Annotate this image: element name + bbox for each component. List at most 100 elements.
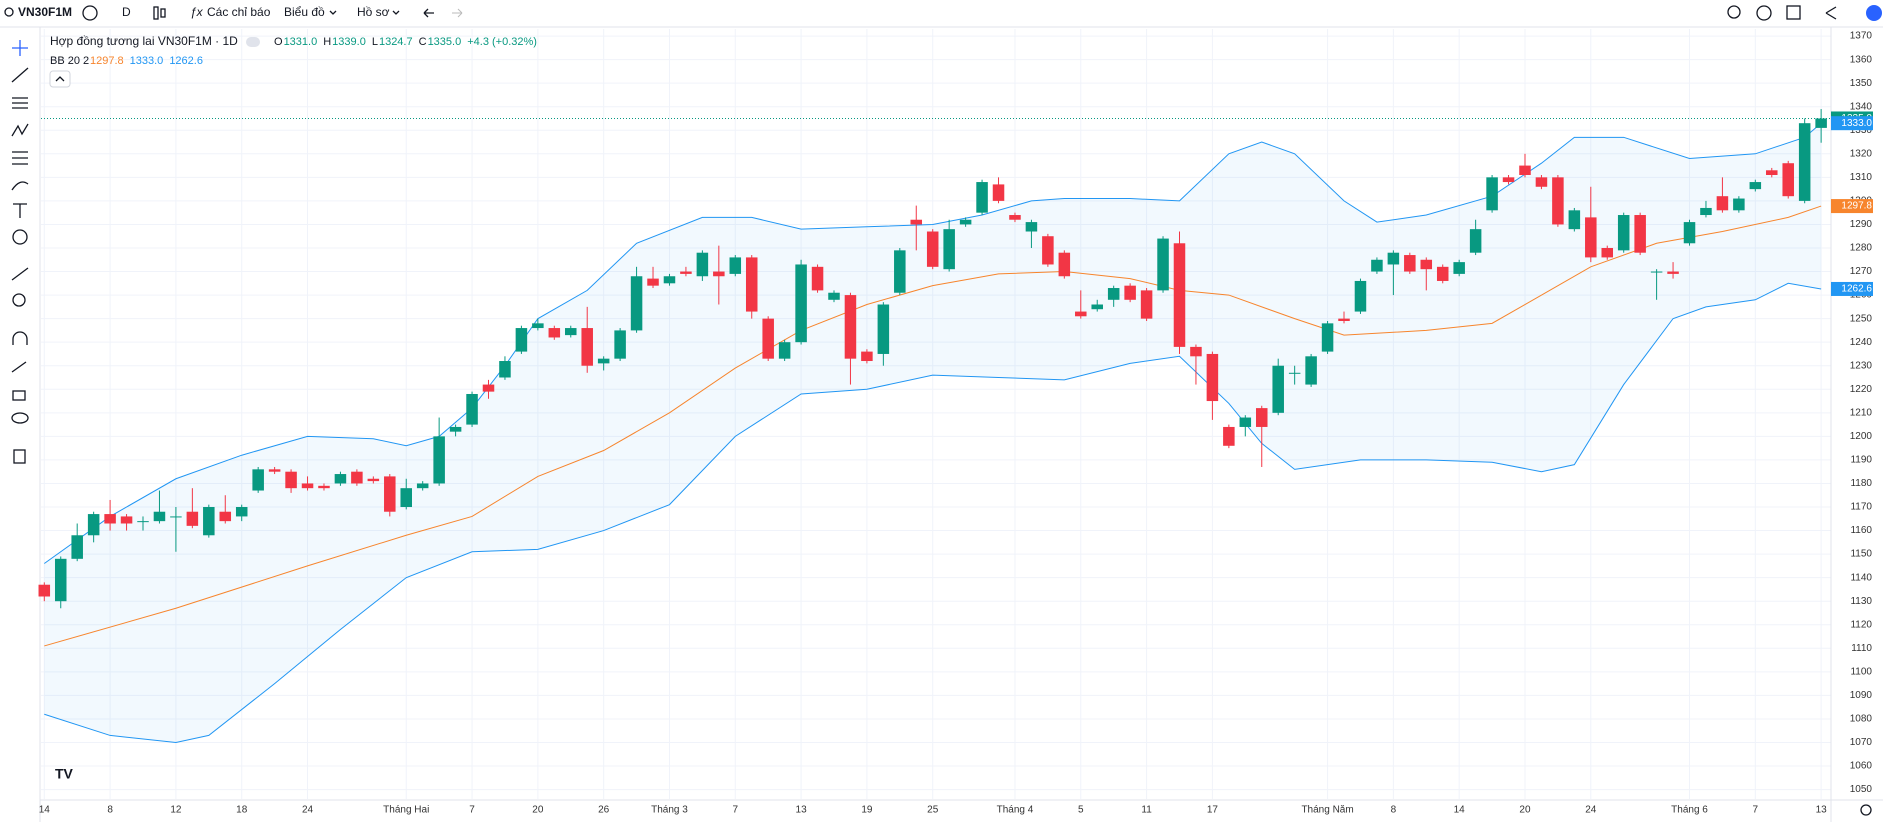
x-tick-label: 13 [1816,805,1828,816]
y-tick-label: 1310 [1850,172,1873,183]
candle-body [778,342,791,359]
candle-body [1404,255,1416,272]
hide-tool[interactable] [11,412,29,424]
ohlc-change: +4.3 (+0.32%) [467,36,537,48]
x-tick-label: 24 [302,805,314,816]
candle-body [877,304,890,354]
y-tick-label: 1140 [1850,572,1872,583]
text-tool[interactable] [13,203,27,218]
fib-tool[interactable] [12,97,28,109]
x-tick-label: 17 [1207,805,1219,816]
x-tick-label: Tháng 4 [997,805,1034,816]
y-tick-label: 1090 [1850,690,1873,701]
candle-body [1502,177,1515,183]
candle-body [1272,365,1284,413]
candle-body [1140,290,1153,319]
emoji-tool[interactable] [12,229,28,245]
x-tick-label: 12 [170,805,182,816]
x-tick-label: Tháng Hai [383,805,429,816]
y-tick-label: 1070 [1850,737,1873,748]
y-tick-label: 1270 [1850,266,1873,277]
candle-body [1733,198,1745,211]
candle-body [170,516,182,518]
candle-body [1107,288,1120,300]
search-icon[interactable] [4,7,14,17]
interval[interactable]: D [122,5,131,19]
candle-body [1058,252,1071,277]
undo-button[interactable] [423,8,434,18]
candle-body [1042,236,1054,265]
candle-body [992,184,1005,201]
candle-body [713,271,725,277]
candle-body [153,511,166,522]
candle-body [433,436,445,484]
legend-dot [246,37,260,47]
candle-body [1223,426,1235,446]
fullscreen-button[interactable] [1786,5,1801,20]
band-fill [44,123,1822,743]
x-tick-label: 14 [39,805,51,816]
compare-button[interactable] [82,5,98,21]
y-tick-label: 1200 [1850,431,1873,442]
candle-body [581,328,593,366]
candle-body [729,257,742,274]
candle-body [1716,196,1729,211]
crosshair-tool[interactable] [12,40,28,56]
candle-body [1568,210,1581,230]
candle-body [1601,247,1614,258]
chart-type-icon[interactable] [153,6,159,20]
candle-body [532,323,544,329]
candle-body [219,511,232,522]
candle-body [696,252,709,277]
x-tick-label: 20 [532,805,544,816]
left-toolbar [11,27,41,822]
candle-body [614,330,626,359]
candle-body [647,278,659,286]
pattern-tool[interactable] [11,123,29,137]
candle-body [1667,271,1679,274]
candle-body [1535,177,1548,187]
profile-button[interactable]: Hồ sơ [357,5,390,19]
chart-button[interactable]: Biểu đồ [284,5,325,19]
line-tool[interactable] [11,67,29,83]
y-tick-label: 1350 [1850,78,1873,89]
candle-body [1371,259,1383,272]
chart-type-icon [160,8,166,18]
lock-tool[interactable] [12,390,26,401]
candle-body [680,271,692,274]
symbol[interactable]: VN30F1M [18,5,72,19]
indicators-button[interactable]: Các chỉ báo [207,5,271,19]
settings-button[interactable] [1756,5,1772,21]
axis-settings[interactable] [1860,804,1872,816]
candle-body [1206,353,1219,402]
candle-body [515,328,528,352]
brush-tool[interactable] [11,181,29,191]
candle-body [1288,372,1301,374]
zoom-tool[interactable] [12,293,26,307]
magnet-tool[interactable] [12,331,28,345]
x-tick-label: Tháng 3 [651,805,688,816]
candle-body [943,229,955,270]
prediction-tool[interactable] [12,151,28,165]
candle-body [1091,304,1103,310]
candle-body [910,219,923,225]
redo-button[interactable] [452,8,463,18]
x-tick-label: Tháng 6 [1671,805,1708,816]
delete-tool[interactable] [13,449,26,464]
y-tick-label: 1080 [1850,714,1873,725]
collapse-button[interactable] [49,70,71,88]
candle-body [565,328,577,336]
share-button[interactable] [1825,6,1837,20]
candle-body [1486,177,1498,211]
candle-body [384,476,396,512]
ohlc-value: 1335.0 [428,36,462,48]
candle-body [466,393,478,425]
stay-drawing-tool[interactable] [11,361,27,373]
measure-tool[interactable] [11,267,29,281]
candle-body [745,257,758,312]
alert-button[interactable] [1727,5,1741,19]
candle-body [1634,215,1646,253]
candle-body [285,471,297,489]
candle-body [400,488,412,508]
candle-body [861,351,873,362]
